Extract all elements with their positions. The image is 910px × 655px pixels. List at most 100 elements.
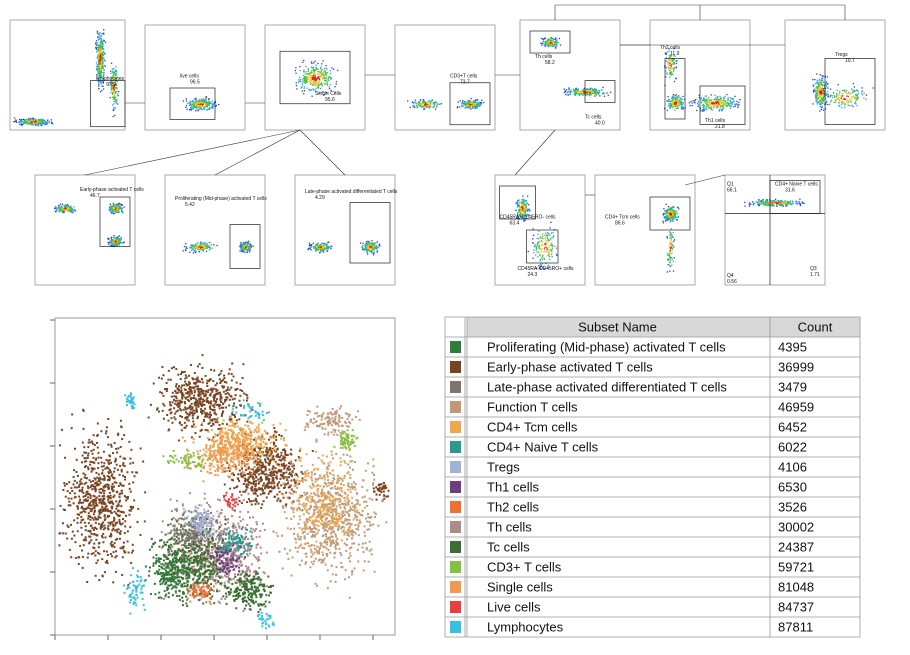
cell-dot — [698, 104, 699, 105]
cell-dot — [710, 108, 711, 109]
cell-dot — [575, 90, 576, 91]
cell-dot — [544, 259, 545, 260]
cell-dot — [195, 101, 196, 102]
cell-dot — [317, 77, 318, 78]
cell-dot — [315, 247, 316, 248]
cell-dot — [98, 88, 99, 89]
cell-dot — [315, 79, 316, 80]
cell-dot — [99, 70, 100, 71]
cell-dot — [852, 89, 853, 90]
cell-dot — [696, 110, 697, 111]
cell-dot — [778, 201, 779, 202]
cell-dot — [104, 53, 105, 54]
tsne-dot — [113, 546, 115, 548]
cell-dot — [549, 256, 550, 257]
cell-dot — [115, 207, 116, 208]
cell-dot — [199, 99, 200, 100]
cell-dot — [201, 109, 202, 110]
cell-dot — [549, 45, 550, 46]
cell-dot — [209, 107, 210, 108]
cell-dot — [96, 62, 97, 63]
cell-dot — [674, 257, 675, 258]
gate-value: 58.2 — [545, 60, 555, 66]
cell-dot — [110, 71, 111, 72]
cell-dot — [464, 102, 465, 103]
cell-dot — [376, 248, 377, 249]
cell-dot — [191, 250, 192, 251]
cell-dot — [113, 237, 114, 238]
cell-dot — [306, 79, 307, 80]
cell-dot — [460, 100, 461, 101]
cell-dot — [113, 206, 114, 207]
cell-dot — [372, 243, 373, 244]
cell-dot — [682, 106, 683, 107]
cell-dot — [103, 54, 104, 55]
cell-dot — [675, 97, 676, 98]
cell-dot — [123, 207, 124, 208]
cell-dot — [844, 103, 845, 104]
cell-dot — [96, 51, 97, 52]
cell-dot — [371, 252, 372, 253]
cell-dot — [316, 65, 317, 66]
cell-dot — [589, 89, 590, 90]
cell-dot — [705, 100, 706, 101]
cell-dot — [792, 202, 793, 203]
cell-dot — [412, 105, 413, 106]
cell-dot — [543, 257, 544, 258]
cell-dot — [193, 103, 194, 104]
cell-dot — [436, 105, 437, 106]
cell-dot — [308, 89, 309, 90]
cell-dot — [191, 101, 192, 102]
cell-dot — [113, 116, 114, 117]
cell-dot — [185, 250, 186, 251]
cell-dot — [111, 237, 112, 238]
cell-dot — [115, 91, 116, 92]
cell-dot — [120, 242, 121, 243]
cell-dot — [407, 100, 408, 101]
gate-value: 4.29 — [315, 195, 325, 201]
cell-dot — [190, 101, 191, 102]
cell-dot — [853, 83, 854, 84]
cell-dot — [373, 249, 374, 250]
cell-dot — [248, 241, 249, 242]
cell-dot — [311, 61, 312, 62]
cell-dot — [307, 76, 308, 77]
cell-dot — [556, 39, 557, 40]
cell-dot — [378, 246, 379, 247]
cell-dot — [313, 80, 314, 81]
cell-dot — [670, 101, 671, 102]
cell-dot — [818, 82, 819, 83]
cell-dot — [787, 204, 788, 205]
cell-dot — [547, 238, 548, 239]
cell-dot — [75, 210, 76, 211]
cell-dot — [585, 90, 586, 91]
cell-dot — [48, 122, 49, 123]
cell-dot — [567, 94, 568, 95]
cell-dot — [15, 121, 16, 122]
cell-dot — [667, 255, 668, 256]
cell-dot — [676, 102, 677, 103]
cell-dot — [433, 107, 434, 108]
cell-dot — [814, 83, 815, 84]
cell-dot — [826, 86, 827, 87]
cell-dot — [527, 210, 528, 211]
cell-dot — [670, 209, 671, 210]
cell-dot — [523, 220, 524, 221]
cell-dot — [666, 72, 667, 73]
cell-dot — [678, 216, 679, 217]
cell-dot — [815, 87, 816, 88]
cell-dot — [842, 101, 843, 102]
cell-dot — [671, 243, 672, 244]
gate-label: CD45RA+CD45RO- cells — [500, 215, 556, 221]
cell-dot — [546, 251, 547, 252]
cell-dot — [314, 84, 315, 85]
cell-dot — [206, 101, 207, 102]
cell-dot — [523, 206, 524, 207]
cell-dot — [727, 102, 728, 103]
cell-dot — [668, 103, 669, 104]
cell-dot — [549, 227, 550, 228]
cell-dot — [200, 249, 201, 250]
cell-dot — [730, 105, 731, 106]
cell-dot — [330, 73, 331, 74]
cell-dot — [663, 214, 664, 215]
